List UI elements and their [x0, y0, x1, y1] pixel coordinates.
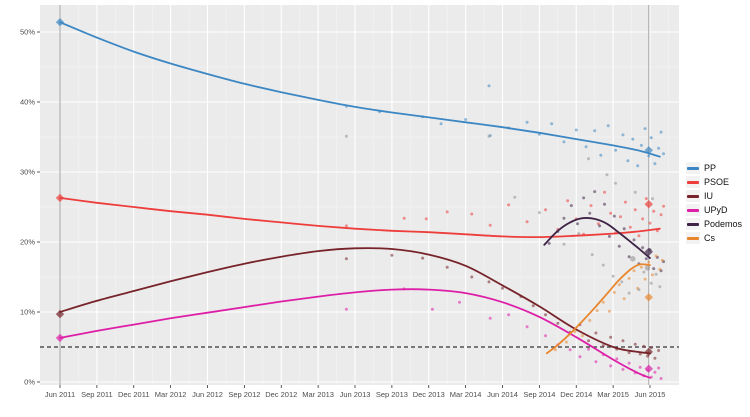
- scatter-cs: [553, 254, 664, 352]
- legend-item-podemos: Podemos: [686, 217, 742, 231]
- legend-item-upyd: UPyD: [686, 203, 742, 217]
- legend-label: UPyD: [704, 205, 728, 215]
- x-tick-label: Sep 2011: [81, 390, 113, 399]
- legend-key-swatch: [686, 232, 700, 244]
- election-diamonds-cs: [644, 293, 653, 302]
- legend-color-line: [687, 166, 699, 170]
- x-tick-label: Jun 2014: [487, 390, 518, 399]
- election-diamonds-pp: [55, 18, 653, 155]
- scatter-iu: [344, 253, 661, 360]
- legend-item-pp: PP: [686, 161, 742, 175]
- y-tick-label: 20%: [20, 238, 35, 247]
- legend-label: Cs: [704, 233, 715, 243]
- plot-panel: [40, 5, 679, 385]
- x-tick-label: Dec 2012: [265, 390, 297, 399]
- y-tick-label: 50%: [20, 28, 35, 37]
- election-diamonds-iu: [55, 309, 653, 357]
- legend-key-swatch: [686, 204, 700, 216]
- scatter-podemos: [547, 190, 666, 273]
- x-tick-label: Jun 2012: [192, 390, 223, 399]
- legend-key-swatch: [686, 218, 700, 230]
- x-tick-label: Mar 2013: [302, 390, 334, 399]
- x-tick-label: Jun 2011: [45, 390, 75, 399]
- axis-tick-marks: [37, 31, 651, 388]
- grid-minor: [40, 5, 679, 385]
- legend-item-iu: IU: [686, 189, 742, 203]
- trend-line-cs: [545, 263, 651, 355]
- scatter-pp: [344, 84, 666, 168]
- trend-line-pp: [59, 21, 661, 158]
- legend-color-line: [687, 194, 699, 198]
- trend-line-psoe: [59, 197, 661, 239]
- legend-label: Podemos: [704, 219, 743, 229]
- x-tick-label: Sep 2012: [228, 390, 260, 399]
- legend-key-swatch: [686, 176, 700, 188]
- legend-item-psoe: PSOE: [686, 175, 742, 189]
- trend-line-iu: [59, 247, 651, 355]
- election-diamonds-podemos: [644, 247, 653, 256]
- legend-label: PSOE: [704, 177, 730, 187]
- legend-color-line: [687, 236, 699, 240]
- x-tick-label: Jun 2013: [340, 390, 371, 399]
- x-tick-label: Dec 2013: [413, 390, 445, 399]
- x-tick-label: Dec 2011: [118, 390, 150, 399]
- chart-legend: PP PSOE IU UPyD Podemos Cs: [686, 161, 742, 245]
- election-diamonds-upyd: [55, 333, 653, 373]
- scatter-unlabeled: [344, 134, 662, 295]
- y-tick-label: 10%: [20, 308, 35, 317]
- legend-color-line: [687, 222, 699, 226]
- legend-label: PP: [704, 163, 717, 173]
- trend-line-podemos: [543, 217, 651, 259]
- legend-color-line: [687, 180, 699, 184]
- y-tick-label: 40%: [20, 98, 35, 107]
- y-axis-labels: 0% 10% 20% 30% 40% 50%: [20, 28, 35, 387]
- x-tick-label: Jun 2015: [635, 390, 666, 399]
- x-tick-label: Mar 2014: [450, 390, 482, 399]
- election-diamonds-psoe: [55, 193, 653, 209]
- legend-key-swatch: [686, 190, 700, 202]
- legend-color-line: [687, 208, 699, 212]
- x-tick-label: Sep 2014: [523, 390, 555, 399]
- legend-key-swatch: [686, 162, 700, 174]
- legend-label: IU: [704, 191, 713, 201]
- legend-item-cs: Cs: [686, 231, 742, 245]
- x-tick-label: Mar 2012: [155, 390, 187, 399]
- y-tick-label: 0%: [24, 378, 35, 387]
- x-tick-label: Dec 2014: [560, 390, 592, 399]
- x-tick-label: Sep 2013: [376, 390, 408, 399]
- trend-line-upyd: [59, 288, 651, 379]
- x-axis-labels: Jun 2011 Sep 2011 Dec 2011 Mar 2012 Jun 2012…: [45, 390, 666, 399]
- x-tick-label: Mar 2015: [597, 390, 629, 399]
- y-tick-label: 30%: [20, 168, 35, 177]
